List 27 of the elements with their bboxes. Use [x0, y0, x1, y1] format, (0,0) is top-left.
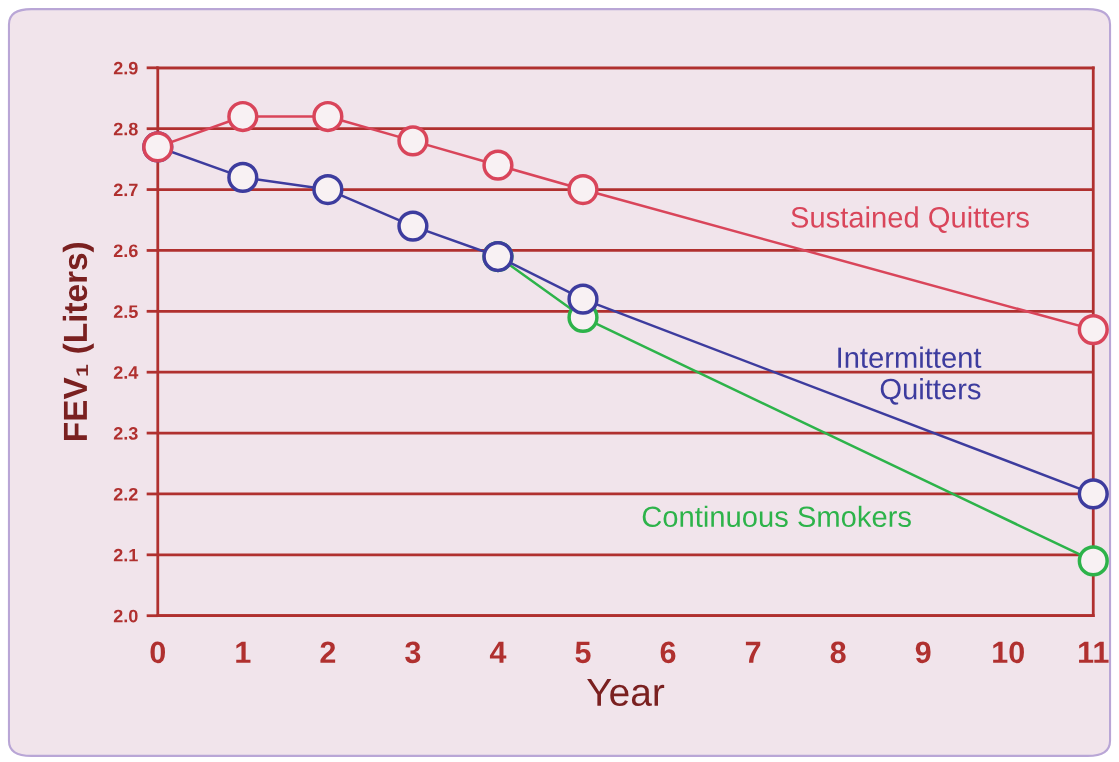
y-tick-label: 2.2: [113, 487, 138, 501]
x-tick-label: 11: [1079, 641, 1109, 663]
x-tick-label: 5: [575, 641, 591, 664]
y-tick-label: 2.0: [113, 609, 138, 623]
y-axis-title: FEV₁ (Liters): [62, 242, 94, 440]
y-tick-label: 2.1: [113, 548, 138, 562]
x-tick-label: 0: [150, 641, 166, 664]
y-tick-label: 2.5: [113, 305, 138, 319]
x-tick-label: 8: [830, 641, 846, 664]
x-axis-title: Year: [587, 678, 665, 707]
y-tick-label: 2.8: [113, 122, 138, 136]
series-label: Intermittent Quitters: [838, 346, 982, 405]
x-tick-label: 7: [745, 641, 761, 663]
y-tick-label: 2.9: [113, 61, 138, 75]
y-tick-label: 2.7: [113, 183, 138, 197]
y-tick-label: 2.3: [113, 427, 138, 440]
x-tick-label: 6: [660, 641, 676, 664]
x-tick-label: 3: [405, 641, 421, 664]
x-tick-label: 10: [993, 641, 1024, 664]
y-tick-label: 2.4: [113, 366, 139, 379]
x-tick-label: 4: [489, 641, 507, 663]
series-label: Continuous Smokers: [642, 505, 911, 528]
x-tick-label: 2: [320, 641, 336, 663]
series-label: Sustained Quitters: [791, 206, 1029, 233]
x-tick-label: 1: [236, 641, 251, 663]
y-tick-label: 2.6: [113, 244, 138, 258]
x-tick-label: 9: [915, 641, 931, 664]
